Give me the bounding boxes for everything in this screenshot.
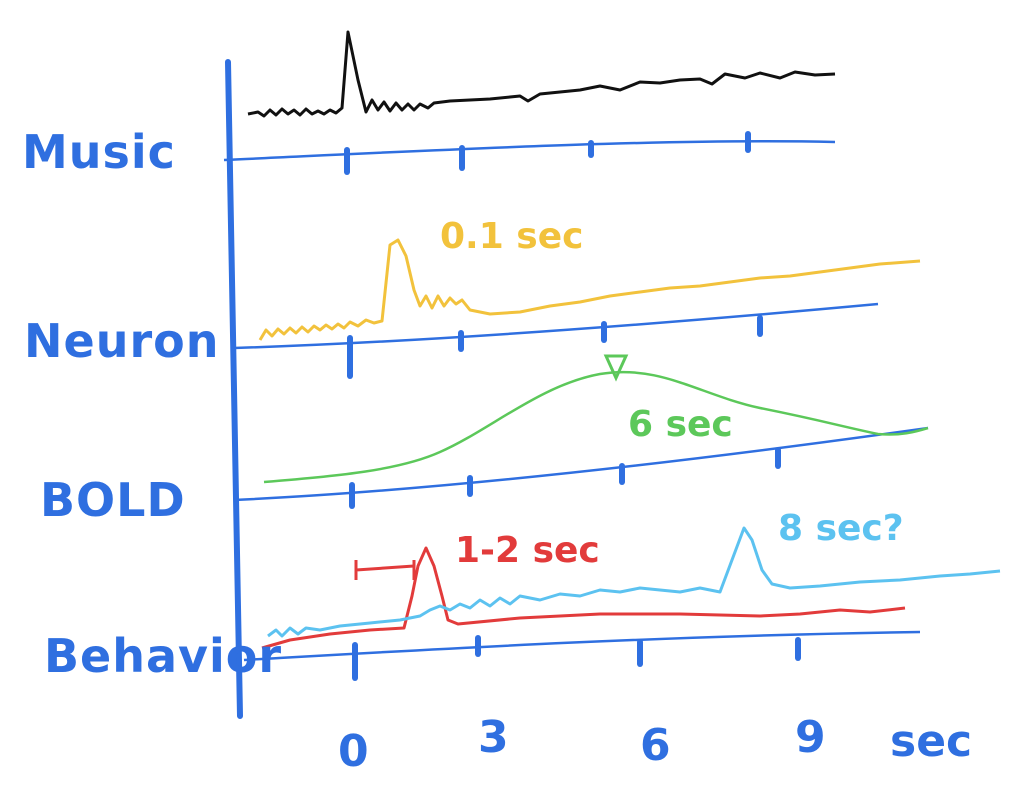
behavior-axis xyxy=(243,630,921,662)
bold-peak-marker xyxy=(603,354,629,382)
music-axis xyxy=(223,140,836,162)
behavior-alt-latency-annotation: 8 sec? xyxy=(778,508,904,549)
neuron-axis xyxy=(233,302,879,350)
time-tick-0: 0 xyxy=(338,726,369,777)
bold-signal xyxy=(263,370,929,484)
time-tick-9: 9 xyxy=(795,712,826,763)
time-tick-3: 3 xyxy=(478,712,509,763)
music-ticks xyxy=(344,131,751,175)
vertical-axis xyxy=(225,59,243,719)
behavior-ticks xyxy=(352,635,801,681)
music-signal xyxy=(247,30,836,118)
row-label-behavior: Behavior xyxy=(44,629,282,683)
behavior-red-bracket xyxy=(354,560,416,580)
time-tick-6: 6 xyxy=(640,720,671,771)
behavior-latency-annotation: 1-2 sec xyxy=(455,530,600,571)
row-label-neuron: Neuron xyxy=(24,314,219,368)
neuron-ticks xyxy=(347,315,763,379)
row-label-bold: BOLD xyxy=(40,473,186,527)
neuron-signal xyxy=(258,238,921,341)
bold-axis xyxy=(233,426,929,502)
row-label-music: Music xyxy=(22,125,176,179)
bold-ticks xyxy=(349,447,781,509)
time-unit-label: sec xyxy=(890,716,972,767)
bold-latency-annotation: 6 sec xyxy=(628,404,733,445)
behavior-blue-signal xyxy=(267,526,1001,638)
neuron-latency-annotation: 0.1 sec xyxy=(440,216,584,257)
